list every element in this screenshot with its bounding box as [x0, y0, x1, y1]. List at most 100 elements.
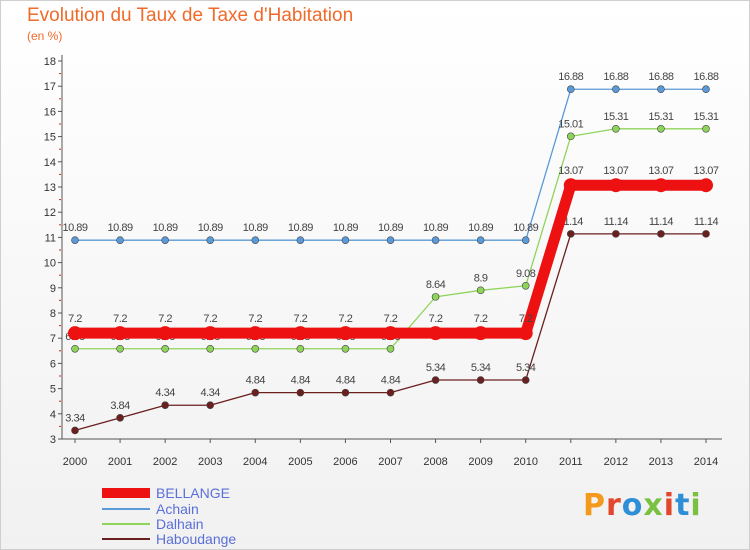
data-point — [251, 388, 260, 397]
data-label: 16.88 — [558, 71, 583, 83]
logo-letter: r — [606, 488, 622, 523]
y-tick-label: 17 — [44, 81, 56, 93]
x-tick-label: 2014 — [694, 456, 718, 468]
data-point — [71, 426, 79, 435]
legend-item-haboudange: Haboudange — [102, 531, 236, 547]
data-label: 15.31 — [648, 111, 673, 123]
data-point — [248, 326, 263, 341]
data-label: 8.64 — [426, 279, 446, 291]
y-tick-label: 15 — [44, 132, 56, 144]
data-point — [203, 326, 218, 341]
data-point — [158, 326, 173, 341]
data-point — [476, 236, 485, 244]
data-point — [431, 293, 440, 301]
data-label: 13.07 — [603, 165, 628, 177]
legend-label: Dalhain — [156, 516, 204, 532]
data-label: 5.34 — [516, 362, 536, 374]
legend-label: Achain — [156, 501, 199, 517]
x-tick-label: 2007 — [378, 456, 402, 468]
data-point — [473, 326, 488, 341]
x-tick-label: 2011 — [559, 456, 583, 468]
data-label: 10.89 — [513, 222, 538, 234]
data-label: 10.89 — [62, 222, 87, 234]
data-point — [608, 178, 623, 193]
data-label: 7.2 — [68, 313, 82, 325]
logo-letter: t — [675, 488, 691, 523]
x-tick-label: 2008 — [423, 456, 447, 468]
data-label: 7.2 — [203, 313, 217, 325]
data-label: 15.31 — [603, 111, 628, 123]
data-point — [612, 230, 620, 238]
data-point — [521, 376, 530, 384]
data-label: 9.08 — [516, 268, 536, 280]
data-point — [657, 124, 665, 133]
data-point — [161, 401, 169, 410]
data-label: 3.84 — [110, 400, 130, 412]
x-tick-label: 2001 — [108, 456, 132, 468]
y-tick-label: 12 — [44, 207, 56, 219]
chart-title: Evolution du Taux de Taxe d'Habitation — [27, 5, 354, 26]
data-label: 3.34 — [65, 412, 85, 424]
data-point — [386, 388, 395, 397]
x-tick-label: 2004 — [243, 456, 267, 468]
logo-letter: x — [643, 488, 664, 523]
data-label: 4.34 — [155, 387, 175, 399]
data-point — [341, 236, 350, 244]
data-point — [206, 401, 215, 410]
data-label: 10.89 — [423, 222, 448, 234]
y-tick-label: 5 — [50, 384, 56, 396]
x-tick-label: 2013 — [649, 456, 673, 468]
data-point — [71, 236, 79, 244]
series-line-bellange — [75, 179, 706, 339]
data-label: 10.89 — [288, 222, 313, 234]
y-tick-label: 13 — [44, 182, 56, 194]
data-label: 15.31 — [693, 111, 718, 123]
y-tick-label: 8 — [50, 308, 56, 320]
x-tick-label: 2012 — [604, 456, 628, 468]
data-label: 11.14 — [649, 216, 674, 228]
data-point — [612, 85, 620, 94]
data-point — [113, 326, 128, 341]
data-point — [296, 388, 305, 397]
data-point — [71, 344, 79, 353]
data-label: 7.2 — [429, 313, 443, 325]
x-tick-label: 2006 — [333, 456, 357, 468]
proxiti-logo: Proxiti — [583, 488, 702, 523]
data-point — [296, 236, 305, 244]
data-point — [431, 376, 440, 384]
data-label: 4.84 — [246, 375, 266, 387]
data-label: 5.34 — [426, 362, 446, 374]
data-point — [251, 344, 260, 353]
legend-swatch — [102, 523, 150, 525]
data-point — [293, 326, 308, 341]
data-point — [428, 326, 443, 341]
data-point — [566, 85, 575, 94]
x-tick-label: 2010 — [513, 456, 537, 468]
data-label: 10.89 — [243, 222, 268, 234]
data-label: 10.89 — [378, 222, 403, 234]
y-tick-label: 4 — [50, 409, 56, 421]
data-label: 10.89 — [153, 222, 178, 234]
data-label: 11.14 — [604, 216, 629, 228]
legend-label: BELLANGE — [156, 485, 230, 501]
x-tick-label: 2000 — [63, 456, 87, 468]
data-label: 13.07 — [693, 165, 718, 177]
legend-swatch — [102, 538, 150, 540]
data-label: 16.88 — [648, 71, 673, 83]
data-label: 7.2 — [293, 313, 307, 325]
data-point — [206, 344, 215, 353]
data-point — [699, 178, 713, 193]
x-tick-label: 2009 — [468, 456, 492, 468]
data-label: 7.2 — [113, 313, 127, 325]
data-label: 11.14 — [694, 216, 719, 228]
logo-letter: i — [690, 488, 702, 523]
data-label: 10.89 — [108, 222, 133, 234]
data-label: 7.2 — [384, 313, 398, 325]
logo-letter: o — [621, 488, 644, 523]
data-point — [116, 344, 124, 353]
data-label: 10.89 — [198, 222, 223, 234]
data-point — [386, 236, 395, 244]
x-tick-label: 2005 — [288, 456, 312, 468]
data-point — [566, 230, 575, 238]
legend-item-achain: Achain — [102, 501, 199, 517]
